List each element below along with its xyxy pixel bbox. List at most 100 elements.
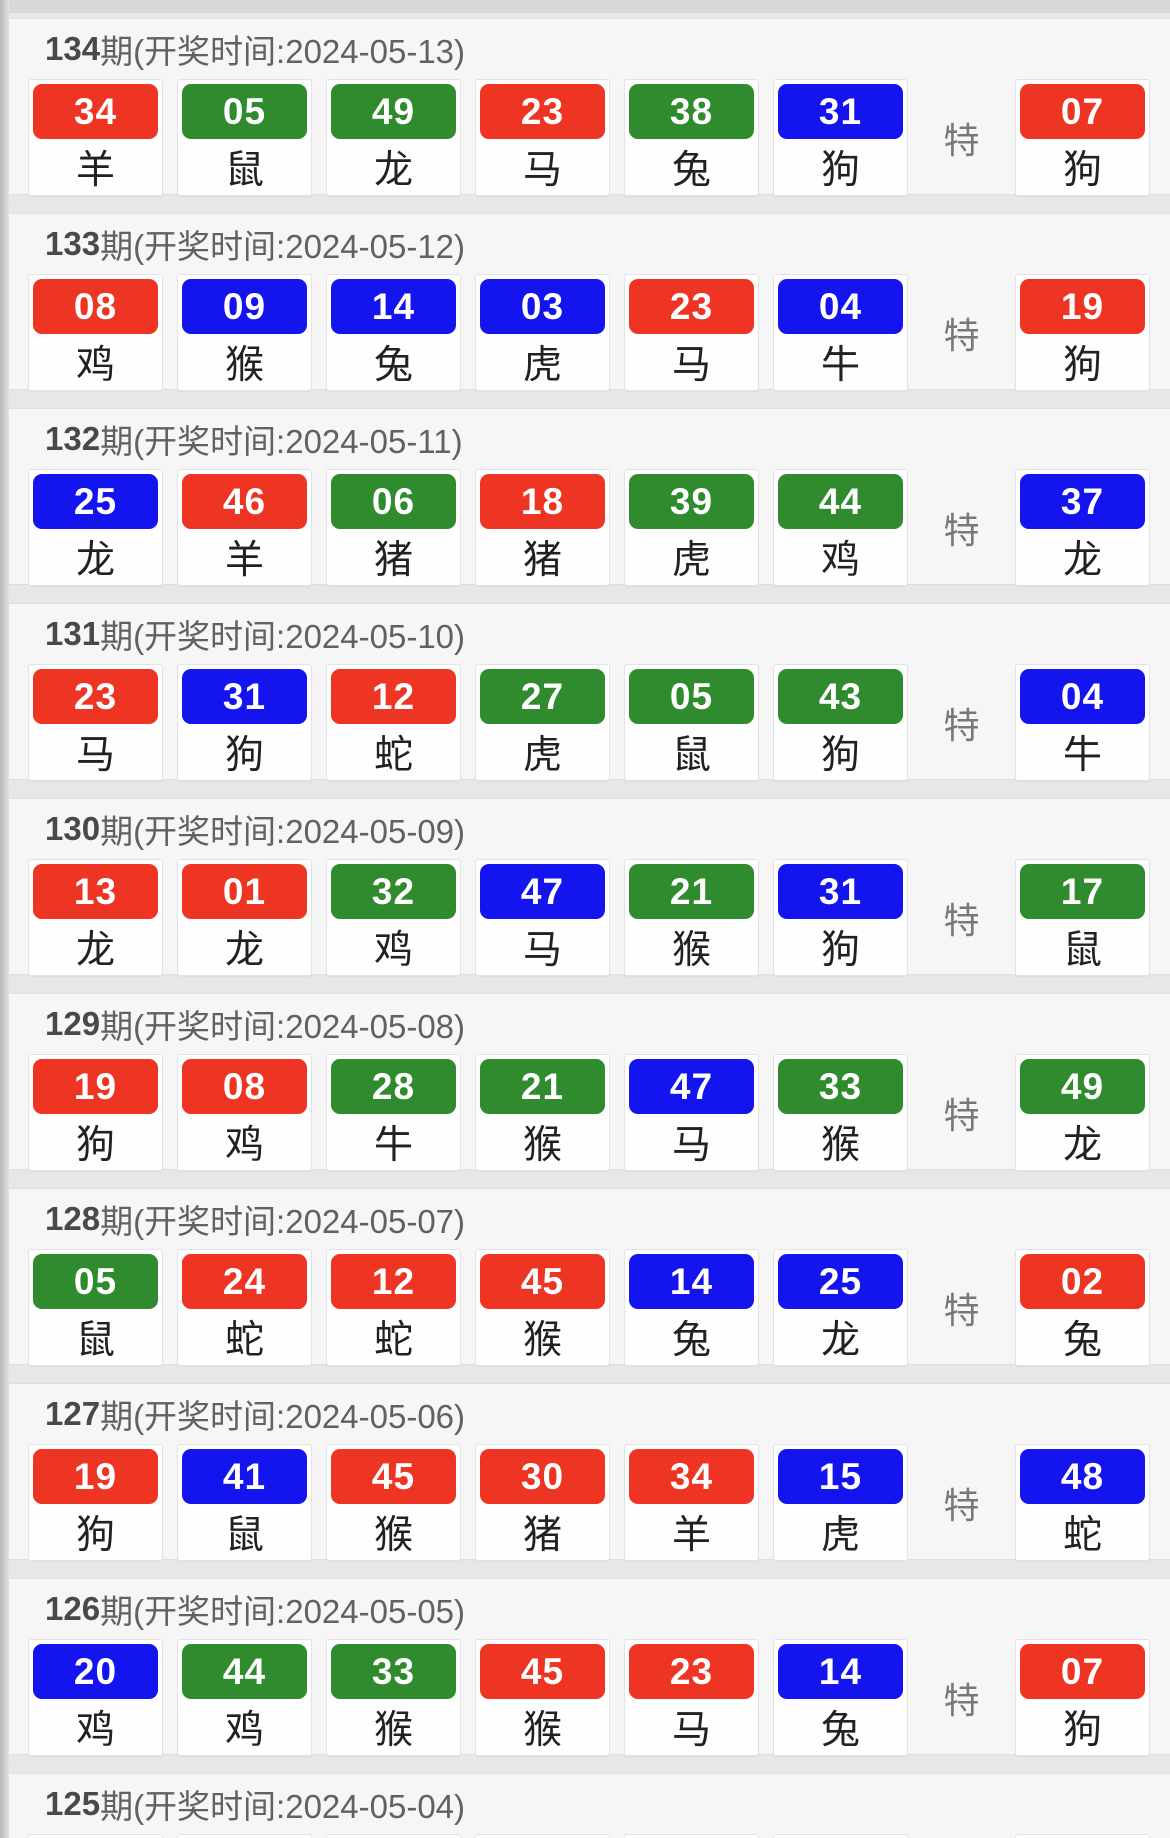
- special-label: 特: [943, 1289, 980, 1331]
- ball-number: 23: [480, 84, 605, 139]
- ball-number: 14: [331, 279, 456, 334]
- ball-card: 05 鼠: [28, 1249, 163, 1366]
- draw-time-text: 期(开奖时间:2024-05-07): [100, 1203, 466, 1240]
- ball-card: 39 虎: [624, 469, 759, 586]
- ball-card: [326, 1834, 461, 1838]
- ball-number: 03: [480, 279, 605, 334]
- draw-period-number: 125: [45, 1785, 101, 1822]
- left-scroll-strip[interactable]: [0, 0, 9, 1838]
- ball-number: 33: [778, 1059, 903, 1114]
- ball-card: 05 鼠: [624, 664, 759, 781]
- ball-zodiac-animal: 虎: [820, 1514, 860, 1557]
- draw-header: 125 期(开奖时间:2024-05-04): [9, 1774, 1170, 1834]
- special-ball-card: 04 牛: [1015, 664, 1150, 781]
- ball-number: 21: [629, 864, 754, 919]
- ball-card: 27 虎: [475, 664, 610, 781]
- draw-balls-row: 20 鸡 44 鸡 33 猴 45 猴 23 马 14 兔 特 07 狗: [9, 1639, 1170, 1756]
- draw-block-body: 130 期(开奖时间:2024-05-09) 13 龙 01 龙 32 鸡 47 …: [9, 798, 1170, 976]
- ball-card: 15 虎: [773, 1444, 908, 1561]
- draw-result-block: 131 期(开奖时间:2024-05-10) 23 马 31 狗 12 蛇 27 …: [9, 585, 1170, 781]
- ball-zodiac-animal: 虎: [522, 344, 562, 387]
- ball-card: 30 猪: [475, 1444, 610, 1561]
- ball-card: 46 羊: [177, 469, 312, 586]
- ball-zodiac-animal: 龙: [373, 149, 413, 192]
- draw-result-block: 130 期(开奖时间:2024-05-09) 13 龙 01 龙 32 鸡 47 …: [9, 780, 1170, 976]
- special-ball-card: 49 龙: [1015, 1054, 1150, 1171]
- ball-card: 19 狗: [28, 1054, 163, 1171]
- draw-time-text: 期(开奖时间:2024-05-04): [100, 1788, 466, 1825]
- ball-card: 31 狗: [773, 79, 908, 196]
- ball-zodiac-animal: 龙: [1062, 1124, 1102, 1167]
- special-label: 特: [943, 704, 980, 746]
- ball-number: 21: [480, 1059, 605, 1114]
- ball-zodiac-animal: 鼠: [224, 149, 264, 192]
- ball-card: 18 猪: [475, 469, 610, 586]
- ball-card: 25 龙: [773, 1249, 908, 1366]
- ball-card: 44 鸡: [773, 469, 908, 586]
- ball-card: 08 鸡: [28, 274, 163, 391]
- draw-period-number: 126: [45, 1590, 101, 1627]
- draw-result-block: 129 期(开奖时间:2024-05-08) 19 狗 08 鸡 28 牛 21 …: [9, 975, 1170, 1171]
- ball-zodiac-animal: 猴: [522, 1319, 562, 1362]
- ball-zodiac-animal: 蛇: [224, 1319, 264, 1362]
- ball-zodiac-animal: 蛇: [373, 734, 413, 777]
- ball-zodiac-animal: 龙: [224, 929, 264, 972]
- draw-result-block: 126 期(开奖时间:2024-05-05) 20 鸡 44 鸡 33 猴 45 …: [9, 1560, 1170, 1756]
- ball-card: 14 兔: [773, 1639, 908, 1756]
- ball-number: 09: [182, 279, 307, 334]
- ball-number: 45: [480, 1254, 605, 1309]
- draw-block-body: 131 期(开奖时间:2024-05-10) 23 马 31 狗 12 蛇 27 …: [9, 603, 1170, 781]
- ball-card: 34 羊: [28, 79, 163, 196]
- draw-time-text: 期(开奖时间:2024-05-11): [100, 423, 463, 460]
- ball-card: 14 兔: [326, 274, 461, 391]
- ball-zodiac-animal: 狗: [75, 1124, 115, 1167]
- ball-number: 44: [182, 1644, 307, 1699]
- special-ball-card: [1015, 1834, 1150, 1838]
- ball-number: 31: [778, 864, 903, 919]
- draw-balls-row: 特: [9, 1834, 1170, 1838]
- ball-zodiac-animal: 兔: [820, 1709, 860, 1752]
- special-label: 特: [943, 1094, 980, 1136]
- ball-card: 45 猴: [475, 1249, 610, 1366]
- ball-zodiac-animal: 猪: [522, 539, 562, 582]
- ball-card: 45 猴: [475, 1639, 610, 1756]
- ball-card: 01 龙: [177, 859, 312, 976]
- special-label: 特: [922, 1834, 1001, 1838]
- ball-card: 41 鼠: [177, 1444, 312, 1561]
- draw-balls-row: 19 狗 08 鸡 28 牛 21 猴 47 马 33 猴 特 49 龙: [9, 1054, 1170, 1171]
- ball-number: 12: [331, 1254, 456, 1309]
- ball-zodiac-animal: 兔: [671, 149, 711, 192]
- draw-block-body: 129 期(开奖时间:2024-05-08) 19 狗 08 鸡 28 牛 21 …: [9, 993, 1170, 1171]
- ball-zodiac-animal: 马: [671, 1709, 711, 1752]
- ball-card: 31 狗: [773, 859, 908, 976]
- ball-zodiac-animal: 马: [671, 1124, 711, 1167]
- ball-number: 23: [33, 669, 158, 724]
- ball-number: 19: [33, 1059, 158, 1114]
- draw-results-list: 134 期(开奖时间:2024-05-13) 34 羊 05 鼠 49 龙 23 …: [9, 0, 1170, 1838]
- draw-header: 126 期(开奖时间:2024-05-05): [9, 1579, 1170, 1639]
- ball-number: 49: [331, 84, 456, 139]
- ball-card: 47 马: [624, 1054, 759, 1171]
- ball-card: [624, 1834, 759, 1838]
- ball-number: 38: [629, 84, 754, 139]
- ball-number: 44: [778, 474, 903, 529]
- ball-card: 28 牛: [326, 1054, 461, 1171]
- ball-number: 46: [182, 474, 307, 529]
- draw-time-text: 期(开奖时间:2024-05-13): [100, 33, 466, 70]
- ball-number: 05: [629, 669, 754, 724]
- ball-number: 25: [778, 1254, 903, 1309]
- ball-zodiac-animal: 马: [522, 929, 562, 972]
- ball-number: 28: [331, 1059, 456, 1114]
- ball-card: 32 鸡: [326, 859, 461, 976]
- ball-card: 20 鸡: [28, 1639, 163, 1756]
- special-ball-card: 17 鼠: [1015, 859, 1150, 976]
- draw-period-number: 129: [45, 1005, 101, 1042]
- ball-zodiac-animal: 羊: [671, 1514, 711, 1557]
- ball-card: 21 猴: [624, 859, 759, 976]
- draw-time-text: 期(开奖时间:2024-05-10): [100, 618, 466, 655]
- ball-zodiac-animal: 鼠: [224, 1514, 264, 1557]
- ball-zodiac-animal: 兔: [373, 344, 413, 387]
- ball-number: 18: [480, 474, 605, 529]
- ball-zodiac-animal: 牛: [373, 1124, 413, 1167]
- ball-zodiac-animal: 猴: [522, 1709, 562, 1752]
